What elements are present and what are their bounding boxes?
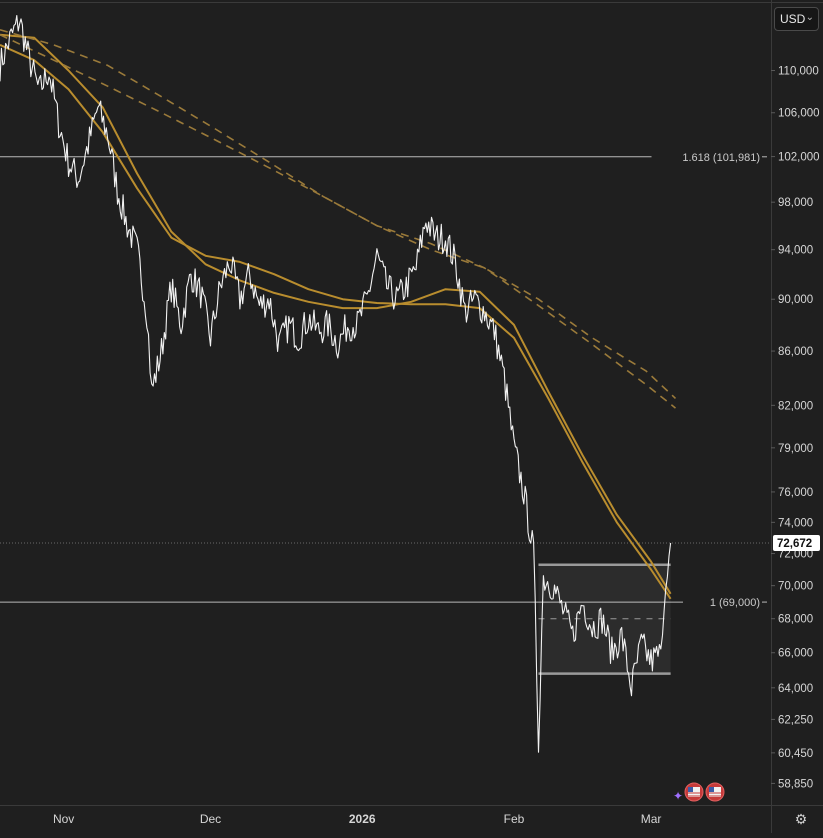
moving-average-dashed xyxy=(0,34,676,409)
y-axis-label: 94,000 xyxy=(778,245,813,257)
y-axis-label: 58,850 xyxy=(778,778,813,790)
x-axis-label: Feb xyxy=(504,812,525,826)
last-price-label: 72,672 xyxy=(777,538,812,550)
us-flag-stripes-icon xyxy=(709,787,721,797)
y-axis-label: 74,000 xyxy=(778,517,813,529)
moving-average-line xyxy=(0,43,672,600)
y-axis-label: 72,000 xyxy=(778,549,813,561)
fib-level-label: 1 (69,000) xyxy=(710,597,760,609)
moving-average-line xyxy=(0,33,672,595)
x-axis-label: Nov xyxy=(53,812,74,826)
x-axis-label: Mar xyxy=(641,812,662,826)
chevron-down-icon: ⌄ xyxy=(805,12,814,23)
currency-selector[interactable]: USD ⌄ xyxy=(774,7,819,31)
y-axis-label: 86,000 xyxy=(778,346,813,358)
sparkle-icon: ✦ xyxy=(673,789,683,803)
y-axis-label: 76,000 xyxy=(778,487,813,499)
last-price-tag xyxy=(773,534,820,551)
y-axis-label: 90,000 xyxy=(778,294,813,306)
y-axis-label: 106,000 xyxy=(778,108,820,120)
y-axis-label: 70,000 xyxy=(778,581,813,593)
x-axis-label: Dec xyxy=(200,812,221,826)
moving-average-dashed xyxy=(0,29,677,399)
us-flag-canton-icon xyxy=(709,787,714,792)
gear-icon[interactable]: ⚙ xyxy=(794,811,808,827)
y-axis-label: 60,450 xyxy=(778,748,813,760)
fib-level-label: 1.618 (101,981) xyxy=(682,152,760,164)
y-axis-label: 64,000 xyxy=(778,683,813,695)
us-flag-canton-icon xyxy=(688,787,693,792)
us-flag-stripes-icon xyxy=(688,787,700,797)
y-axis-label: 79,000 xyxy=(778,443,813,455)
x-axis-label: 2026 xyxy=(349,812,376,826)
y-axis-label: 68,000 xyxy=(778,614,813,626)
price-line xyxy=(0,14,672,753)
y-axis-label: 62,250 xyxy=(778,714,813,726)
y-axis-label: 102,000 xyxy=(778,152,820,164)
currency-label: USD xyxy=(780,12,806,26)
y-axis-label: 66,000 xyxy=(778,648,813,660)
y-axis-label: 82,000 xyxy=(778,400,813,412)
y-axis-label: 98,000 xyxy=(778,197,813,209)
y-axis-label: 110,000 xyxy=(778,66,819,78)
